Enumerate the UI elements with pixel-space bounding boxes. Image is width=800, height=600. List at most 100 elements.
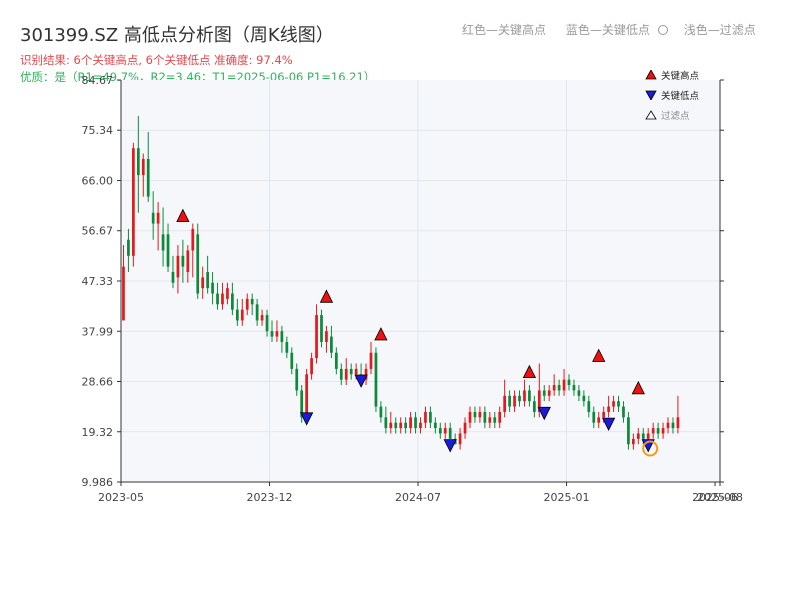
candle-body [245,298,249,310]
candle-body [656,428,660,434]
candle-body [265,315,269,332]
candle-body [592,411,596,423]
key-low-marker [299,412,314,426]
candle-body [498,411,502,423]
candle-body [186,250,190,273]
candle-body [414,417,417,429]
candle-body [132,148,135,256]
candle-body [320,315,323,342]
candle-body [290,352,294,369]
candle-body [300,390,304,418]
candle-body [572,385,576,391]
x-tick-label: 2025-08 [697,491,743,504]
candle-body [161,234,165,251]
candle-body [597,417,601,423]
key-high-marker [631,380,645,395]
candle-body [280,331,284,342]
legend-red-text: 红色—关键高点 [462,23,547,37]
key-high-marker [319,289,334,303]
key-high-marker [592,348,606,362]
candle-body [151,212,155,224]
legend-filtered: 过滤点 [645,105,699,125]
candle-body [537,390,541,412]
y-tick-label: 66.00 [82,174,114,187]
candle-body [330,336,333,353]
x-tick-label: 2025-01 [544,491,590,504]
candle-body [622,406,625,418]
candle-body [394,422,398,429]
candle-body [488,417,492,423]
legend-filtered-label: 过滤点 [661,111,690,122]
candle-body [552,385,556,391]
candle-body [463,422,467,434]
candle-body [166,234,170,267]
candle-body [493,417,497,423]
candle-body [285,341,289,353]
candle-body [641,433,645,439]
y-tick-label: 9.986 [82,476,114,489]
legend-blue-text: 蓝色—关键低点 [565,23,650,37]
legend-high: 关键高点 [645,65,699,85]
candle-body [661,428,665,434]
y-tick-label: 75.34 [82,124,114,137]
candle-body [369,352,373,369]
candle-body [448,428,452,439]
candle-body [513,395,516,407]
markers [176,208,659,457]
candle-body [607,406,610,412]
candle-body [587,401,591,412]
candle-body [206,272,209,289]
marker-legend: 关键高点 关键低点 过滤点 [645,65,699,125]
color-legend: 红色—关键高点 蓝色—关键低点 浅色—过滤点 [462,21,772,38]
candle-body [503,395,507,412]
legend-light-text: 浅色—过滤点 [683,23,756,37]
candle-body [136,148,140,176]
candle-body [483,411,487,423]
candle-body [612,401,615,407]
result-summary: 识别结果: 6个关键高点, 6个关键低点 准确度: 97.4% [20,53,293,67]
y-tick-label: 28.66 [82,375,114,388]
key-low-marker [537,406,551,421]
key-high-marker [522,364,537,379]
candle-body [646,433,650,439]
candle-body [438,428,442,434]
candle-body [201,277,205,289]
highlight-circle [642,440,659,457]
y-tick-label: 84.67 [82,74,114,87]
key-low-marker [354,374,368,388]
candle-body [181,255,185,267]
candle-body [364,368,368,380]
candle-body [384,417,388,429]
legend-high-label: 关键高点 [661,71,700,82]
candle-body [221,293,224,305]
candle-body [250,298,254,305]
candle-body [567,379,571,386]
chart-title: 301399.SZ 高低点分析图（周K线图） [20,25,334,46]
axis-ticks: 9.986 19.32 28.66 37.99 47.33 56.67 66.00 75.34… [82,74,743,504]
candle-body [315,315,318,359]
candle-body [443,428,447,434]
candle-body [399,422,403,429]
candle-body [557,385,561,391]
candle-body [334,352,338,369]
key-high-marker [176,208,190,222]
candle-body [325,331,328,342]
candle-body [458,433,462,445]
candle-body [191,228,195,251]
candle-body [542,390,546,396]
candle-body [374,352,378,407]
candle-body [404,422,408,429]
candle-body [577,390,581,396]
key-low-marker [443,439,457,453]
candle-body [339,368,343,380]
key-high-marker [374,327,388,341]
candle-body [528,390,531,402]
light-circle-icon [657,25,668,35]
candle-body [651,428,655,434]
candle-body [122,266,125,321]
candle-body [196,234,200,294]
red-triangle-up-icon [645,70,657,80]
candle-body [176,255,180,278]
candle-body [295,368,299,391]
